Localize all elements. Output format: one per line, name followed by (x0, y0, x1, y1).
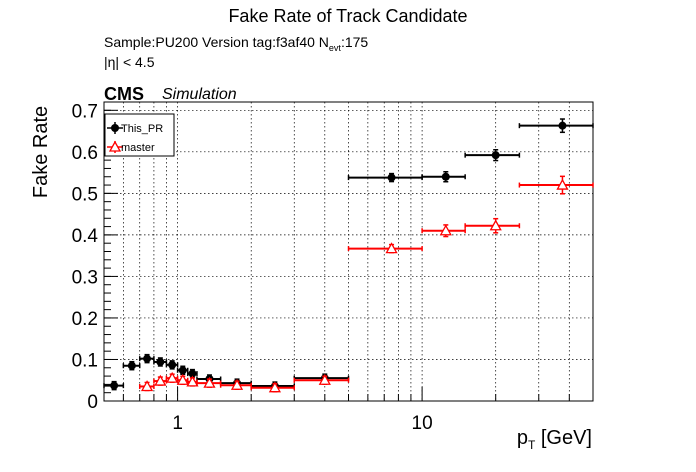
data-point (385, 242, 398, 254)
y-tick-label: 0 (87, 392, 98, 413)
x-tick-label: 10 (412, 413, 433, 434)
data-point (110, 381, 119, 390)
data-series (103, 118, 594, 393)
x-axis-title-unit: [GeV] (535, 427, 592, 449)
data-point (441, 172, 450, 181)
data-point (140, 380, 154, 392)
legend-this-pr-label: This_PR (121, 123, 163, 135)
data-point (268, 381, 282, 393)
series-master (138, 175, 594, 393)
legend-this-pr-marker (111, 124, 119, 132)
data-point (186, 375, 199, 387)
data-point (156, 357, 165, 366)
data-point (556, 178, 569, 190)
data-point (188, 369, 197, 378)
sample-info: Sample:PU200 Version tag:f3af40 Nevt:175 (104, 34, 368, 53)
y-tick-label: 0.2 (72, 309, 98, 330)
axis-ticks: 0 0.1 0.2 0.3 0.4 0.5 0.6 0.7 1 10 (72, 101, 570, 434)
simulation-label: Simulation (162, 86, 237, 103)
y-axis-title: Fake Rate (30, 106, 52, 198)
x-axis-title-main: p (517, 427, 528, 449)
data-point (154, 374, 167, 386)
y-tick-label: 0.1 (72, 350, 98, 371)
legend-master-label: master (121, 142, 155, 154)
data-point (318, 373, 331, 385)
data-point (203, 376, 216, 388)
data-point (489, 219, 502, 231)
chart-title: Fake Rate of Track Candidate (228, 6, 468, 26)
y-tick-label: 0.3 (72, 267, 98, 288)
y-tick-label: 0.6 (72, 143, 98, 164)
y-tick-label: 0.4 (72, 226, 99, 247)
x-axis-title: pT [GeV] (517, 427, 592, 452)
sample-info-count: :175 (340, 34, 369, 50)
data-point (558, 121, 567, 130)
x-axis-title-subscript: T (528, 438, 536, 452)
y-tick-label: 0.7 (72, 101, 98, 122)
sample-info-subscript: evt (328, 43, 341, 53)
y-tick-label: 0.5 (72, 184, 98, 205)
x-tick-label: 1 (172, 413, 183, 434)
data-point (230, 378, 244, 390)
data-point (387, 173, 396, 182)
eta-cut-label: |η| < 4.5 (104, 54, 155, 70)
cms-label: CMS (104, 84, 144, 104)
legend-master-marker (108, 140, 122, 152)
data-point (127, 361, 136, 370)
data-point (143, 354, 152, 363)
data-point (439, 224, 452, 236)
data-point (178, 366, 187, 375)
data-point (176, 373, 189, 385)
data-point (166, 371, 179, 383)
data-point (168, 360, 177, 369)
grid-lines (104, 102, 593, 401)
legend: This_PR master (104, 113, 175, 157)
data-point (491, 151, 500, 160)
sample-info-text: Sample:PU200 Version tag:f3af40 N (104, 34, 329, 50)
